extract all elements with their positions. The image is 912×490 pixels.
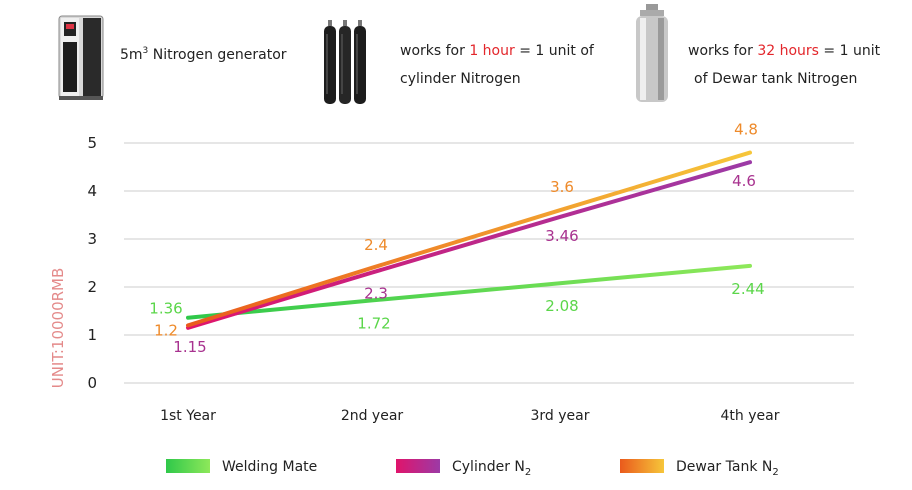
data-label-s2-p2: 2.3 [364, 285, 388, 303]
y-tick-4: 4 [87, 182, 97, 200]
legend-swatch-2 [396, 459, 440, 473]
series-line-3 [186, 150, 752, 328]
x-axis-ticks: 1st Year 2nd year 3rd year 4th year [160, 408, 780, 424]
series-line-2 [186, 160, 752, 330]
x-tick-2: 2nd year [341, 408, 404, 424]
cylinder-text: works for 1 hour = 1 unit of cylinder Ni… [400, 43, 594, 87]
legend-label-2: Cylinder N2 [452, 459, 531, 478]
y-tick-2: 2 [87, 278, 97, 296]
legend-label-3: Dewar Tank N2 [676, 459, 779, 478]
data-label-s3-p4: 4.8 [734, 121, 758, 139]
data-label-s2-p4: 4.6 [732, 172, 756, 190]
legend-swatch-3 [620, 459, 664, 473]
legend-swatch-1 [166, 459, 210, 473]
legend: Welding Mate Cylinder N2 Dewar Tank N2 [166, 459, 779, 478]
data-label-s2-p1: 1.15 [173, 338, 206, 356]
data-label-s1-p1: 1.36 [149, 300, 182, 318]
data-label-s3-p2: 2.4 [364, 236, 388, 254]
legend-label-1: Welding Mate [222, 459, 317, 475]
nitrogen-generator-icon [58, 15, 104, 100]
data-label-s1-p3: 2.08 [545, 297, 578, 315]
dewar-tank-icon [636, 4, 668, 102]
y-tick-1: 1 [87, 326, 97, 344]
y-tick-3: 3 [87, 230, 97, 248]
data-label-s3-p1: 1.2 [154, 321, 178, 339]
x-tick-3: 3rd year [531, 408, 590, 424]
generator-label: 5m3 Nitrogen generator [120, 46, 287, 63]
gas-cylinders-icon [324, 20, 366, 104]
dewar-text: works for 32 hours = 1 unit of Dewar tan… [688, 43, 881, 87]
y-axis-ticks: 0 1 2 3 4 5 [87, 134, 97, 392]
series-lines [186, 150, 752, 330]
data-label-s1-p2: 1.72 [357, 314, 390, 332]
series-line-1 [186, 263, 752, 320]
x-tick-1: 1st Year [160, 408, 216, 424]
y-axis-label: UNIT:10000RMB [49, 268, 67, 389]
data-label-s2-p3: 3.46 [545, 227, 578, 245]
y-tick-0: 0 [87, 374, 97, 392]
data-label-s3-p3: 3.6 [550, 178, 574, 196]
y-tick-5: 5 [87, 134, 97, 152]
data-label-s1-p4: 2.44 [731, 280, 764, 298]
data-labels: 1.36 1.72 2.08 2.44 1.15 2.3 3.46 4.6 1.2 2.4 3.6 4… [149, 121, 764, 356]
x-tick-4: 4th year [721, 408, 780, 424]
